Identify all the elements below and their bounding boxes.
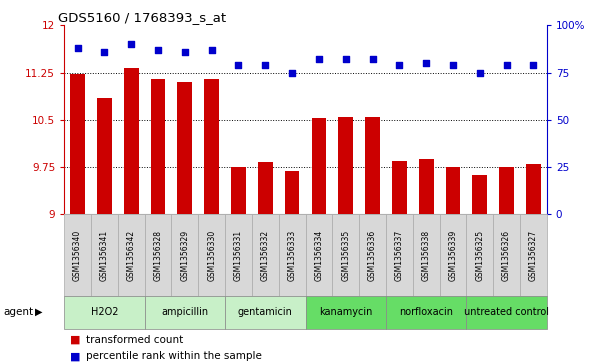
Text: ampicillin: ampicillin — [161, 307, 208, 317]
Bar — [151, 79, 166, 214]
Point — [207, 47, 216, 53]
Text: gentamicin: gentamicin — [238, 307, 293, 317]
Text: GSM1356330: GSM1356330 — [207, 229, 216, 281]
Point — [100, 49, 109, 55]
Bar — [306, 214, 332, 296]
Bar — [91, 214, 118, 296]
Bar — [520, 214, 547, 296]
Text: GSM1356342: GSM1356342 — [126, 229, 136, 281]
Bar — [258, 162, 273, 214]
Bar — [392, 161, 407, 214]
Text: ■: ■ — [70, 335, 81, 345]
Text: kanamycin: kanamycin — [319, 307, 373, 317]
Point — [314, 57, 324, 62]
Bar — [231, 167, 246, 214]
Text: GSM1356325: GSM1356325 — [475, 229, 485, 281]
Bar — [499, 167, 514, 214]
Point — [422, 60, 431, 66]
Bar — [439, 214, 466, 296]
Text: GSM1356339: GSM1356339 — [448, 229, 458, 281]
Point — [287, 70, 297, 76]
Bar — [124, 68, 139, 214]
Text: GSM1356340: GSM1356340 — [73, 229, 82, 281]
Text: GSM1356341: GSM1356341 — [100, 229, 109, 281]
Bar — [526, 164, 541, 214]
Point — [233, 62, 243, 68]
Text: agent: agent — [3, 307, 33, 317]
Text: H2O2: H2O2 — [90, 307, 118, 317]
Bar — [198, 214, 225, 296]
Bar — [332, 214, 359, 296]
Text: GSM1356335: GSM1356335 — [341, 229, 350, 281]
Text: ▶: ▶ — [35, 307, 43, 317]
Text: GSM1356328: GSM1356328 — [153, 229, 163, 281]
Bar — [252, 214, 279, 296]
Bar — [145, 296, 225, 329]
Bar — [472, 175, 487, 214]
Point — [395, 62, 404, 68]
Text: GSM1356333: GSM1356333 — [288, 229, 296, 281]
Text: untreated control: untreated control — [464, 307, 549, 317]
Text: GSM1356334: GSM1356334 — [315, 229, 323, 281]
Bar — [285, 171, 299, 214]
Text: ■: ■ — [70, 351, 81, 362]
Point — [529, 62, 538, 68]
Text: GSM1356332: GSM1356332 — [261, 229, 270, 281]
Bar — [466, 214, 493, 296]
Point — [475, 70, 485, 76]
Point — [153, 47, 163, 53]
Point — [448, 62, 458, 68]
Point — [260, 62, 270, 68]
Bar — [413, 214, 439, 296]
Point — [73, 45, 82, 51]
Text: GSM1356338: GSM1356338 — [422, 229, 431, 281]
Point — [341, 57, 351, 62]
Bar — [312, 118, 326, 214]
Text: GSM1356336: GSM1356336 — [368, 229, 377, 281]
Text: percentile rank within the sample: percentile rank within the sample — [86, 351, 262, 362]
Bar — [386, 214, 413, 296]
Text: GSM1356326: GSM1356326 — [502, 229, 511, 281]
Text: GDS5160 / 1768393_s_at: GDS5160 / 1768393_s_at — [58, 11, 226, 24]
Bar — [64, 296, 145, 329]
Bar — [493, 214, 520, 296]
Bar — [338, 117, 353, 214]
Bar — [97, 98, 112, 214]
Text: norfloxacin: norfloxacin — [399, 307, 453, 317]
Bar — [419, 159, 434, 214]
Point — [368, 57, 378, 62]
Bar — [177, 82, 192, 214]
Text: transformed count: transformed count — [86, 335, 183, 345]
Bar — [172, 214, 198, 296]
Text: GSM1356331: GSM1356331 — [234, 229, 243, 281]
Bar — [445, 167, 460, 214]
Text: GSM1356327: GSM1356327 — [529, 229, 538, 281]
Bar — [365, 117, 380, 214]
Bar — [70, 74, 85, 214]
Text: GSM1356337: GSM1356337 — [395, 229, 404, 281]
Point — [126, 41, 136, 47]
Text: GSM1356329: GSM1356329 — [180, 229, 189, 281]
Bar — [225, 296, 306, 329]
Point — [502, 62, 511, 68]
Bar — [118, 214, 145, 296]
Bar — [64, 214, 91, 296]
Bar — [466, 296, 547, 329]
Bar — [359, 214, 386, 296]
Bar — [306, 296, 386, 329]
Bar — [225, 214, 252, 296]
Point — [180, 49, 190, 55]
Bar — [204, 79, 219, 214]
Bar — [279, 214, 306, 296]
Bar — [386, 296, 466, 329]
Bar — [145, 214, 172, 296]
